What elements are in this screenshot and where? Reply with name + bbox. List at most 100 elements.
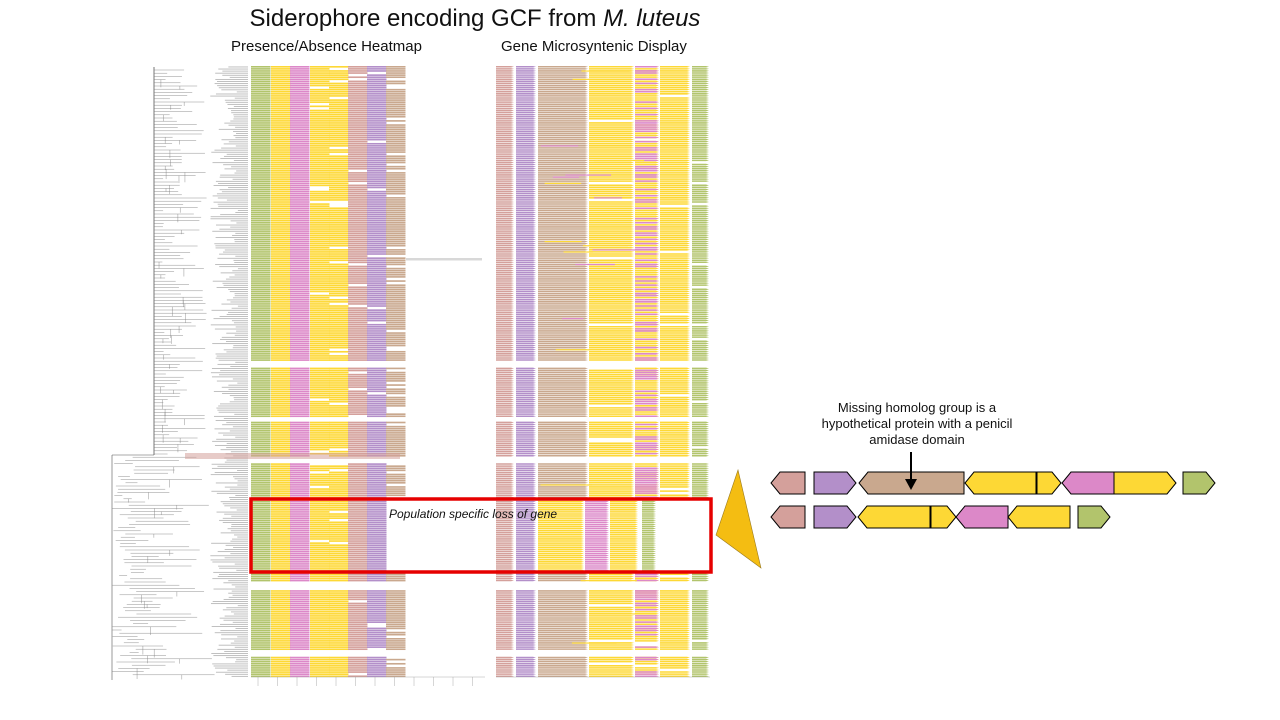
heatmap-cell <box>329 477 349 480</box>
heatmap-cell <box>329 506 349 509</box>
heatmap-cell <box>251 475 271 478</box>
heatmap-cell <box>290 66 310 68</box>
heatmap-cell <box>251 430 271 432</box>
synteny-gene-arrow <box>496 174 514 176</box>
heatmap-cell <box>251 427 271 430</box>
heatmap-cell <box>271 309 291 311</box>
heatmap-cell <box>310 536 330 538</box>
heatmap-cell <box>367 180 387 183</box>
heatmap-cell <box>290 640 310 642</box>
synteny-gene-arrow <box>589 124 634 126</box>
heatmap-cell <box>310 315 330 318</box>
heatmap-cell <box>290 340 310 343</box>
synteny-gene-arrow <box>516 280 536 282</box>
synteny-gene-arrow <box>660 276 690 278</box>
synteny-gene-arrow <box>692 444 709 447</box>
genome-label <box>224 650 248 652</box>
heatmap-cell <box>271 253 291 255</box>
synteny-gene-arrow <box>660 405 690 407</box>
heatmap-cell <box>290 527 310 530</box>
heatmap-cell <box>290 88 310 91</box>
heatmap-cell <box>367 594 387 596</box>
synteny-gene-arrow <box>516 617 536 619</box>
heatmap-cell <box>251 326 271 328</box>
synteny-gene-arrow <box>635 174 659 176</box>
synteny-gene-arrow <box>635 592 659 594</box>
synteny-gene-arrow <box>538 205 588 207</box>
synteny-gene-arrow <box>516 188 536 191</box>
heatmap-cell <box>251 145 271 147</box>
genome-label <box>236 222 248 224</box>
synteny-gene-arrow <box>635 326 659 328</box>
heatmap-cell <box>367 531 387 534</box>
genome-label <box>216 355 248 357</box>
genome-label <box>236 569 248 571</box>
heatmap-cell <box>329 529 349 532</box>
synteny-gene-arrow <box>516 88 536 91</box>
heatmap-cell <box>290 427 310 430</box>
synteny-gene-arrow <box>516 72 536 74</box>
heatmap-cell <box>290 269 310 272</box>
synteny-gene-arrow <box>660 596 690 598</box>
heatmap-cell <box>367 542 387 544</box>
heatmap-cell <box>329 538 349 540</box>
heatmap-cell <box>329 111 349 114</box>
synteny-gene-arrow <box>692 115 709 118</box>
heatmap-cell <box>290 556 310 559</box>
synteny-gene-arrow <box>635 340 659 343</box>
heatmap-cell <box>290 357 310 359</box>
heatmap-cell <box>271 598 291 601</box>
heatmap-cell <box>329 326 349 328</box>
heatmap-cell <box>310 115 330 118</box>
synteny-gene-arrow <box>589 157 634 160</box>
synteny-gene-arrow <box>516 592 536 594</box>
synteny-gene-arrow <box>516 190 536 193</box>
synteny-gene-arrow <box>589 635 634 638</box>
heatmap-cell <box>271 326 291 328</box>
synteny-gene-arrow <box>538 230 588 232</box>
heatmap-cell <box>310 409 330 411</box>
synteny-gene-arrow <box>692 675 709 677</box>
heatmap-cell <box>310 465 330 467</box>
heatmap-cell <box>310 660 330 663</box>
heatmap-cell <box>386 90 406 93</box>
heatmap-cell <box>367 176 387 178</box>
heatmap-cell <box>271 500 291 503</box>
heatmap-cell <box>290 525 310 528</box>
heatmap-cell <box>386 604 406 607</box>
synteny-gene-arrow <box>496 259 514 261</box>
synteny-gene-arrow <box>589 448 634 451</box>
synteny-variant <box>565 174 612 176</box>
heatmap-cell <box>290 130 310 133</box>
synteny-gene-arrow <box>635 224 659 226</box>
heatmap-cell <box>348 186 368 189</box>
heatmap-cell <box>386 234 406 237</box>
heatmap-cell <box>386 340 406 343</box>
synteny-gene-arrow <box>660 130 690 133</box>
genome-label <box>213 655 248 657</box>
heatmap-cell <box>251 88 271 91</box>
heatmap-cell <box>348 592 368 594</box>
heatmap-cell <box>290 344 310 347</box>
synteny-gene-arrow <box>516 504 536 507</box>
synteny-gene-arrow <box>496 201 514 203</box>
heatmap-cell <box>290 494 310 497</box>
synteny-gene-arrow <box>660 375 690 378</box>
synteny-gene-arrow <box>692 592 709 594</box>
synteny-gene-arrow <box>496 579 514 582</box>
heatmap-cell <box>348 608 368 611</box>
synteny-gene-arrow <box>516 246 536 249</box>
heatmap-cell <box>329 509 349 511</box>
heatmap-cell <box>310 242 330 245</box>
synteny-gene-arrow <box>635 105 659 108</box>
synteny-gene-arrow <box>516 253 536 255</box>
heatmap-cell <box>310 274 330 276</box>
synteny-gene-arrow <box>692 93 709 95</box>
heatmap-cell <box>251 469 271 472</box>
heatmap-cell <box>386 70 406 72</box>
synteny-gene-arrow <box>538 157 588 160</box>
heatmap-cell <box>310 638 330 640</box>
synteny-gene-arrow <box>642 561 656 563</box>
heatmap-cell <box>329 124 349 126</box>
heatmap-cell <box>310 386 330 388</box>
